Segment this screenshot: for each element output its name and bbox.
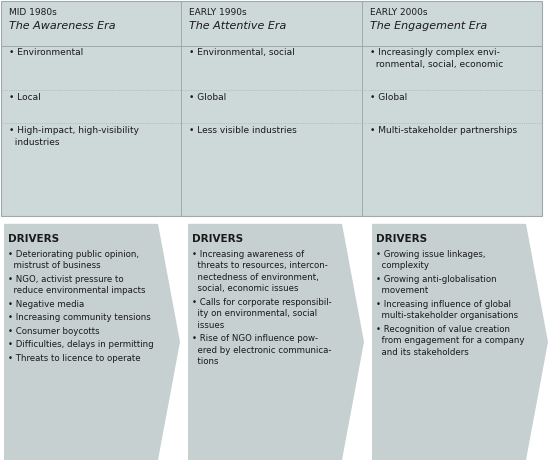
Polygon shape — [372, 224, 548, 460]
Text: • Increasing community tensions: • Increasing community tensions — [8, 313, 151, 322]
Text: • Calls for corporate responsibil-
  ity on environmental, social
  issues: • Calls for corporate responsibil- ity o… — [192, 298, 332, 330]
Text: • Recognition of value creation
  from engagement for a company
  and its stakeh: • Recognition of value creation from eng… — [376, 325, 524, 357]
Text: • Environmental: • Environmental — [9, 48, 83, 57]
Text: DRIVERS: DRIVERS — [376, 234, 427, 244]
Text: EARLY 1990s: EARLY 1990s — [189, 8, 247, 17]
Text: The Awareness Era: The Awareness Era — [9, 21, 115, 31]
Text: • Local: • Local — [9, 93, 41, 102]
Text: • Growing anti-globalisation
  movement: • Growing anti-globalisation movement — [376, 275, 497, 295]
Bar — [1, 1, 542, 216]
Text: • High-impact, high-visibility
  industries: • High-impact, high-visibility industrie… — [9, 126, 139, 147]
Text: DRIVERS: DRIVERS — [192, 234, 243, 244]
Text: • Increasing influence of global
  multi-stakeholder organisations: • Increasing influence of global multi-s… — [376, 300, 518, 320]
Text: • Multi-stakeholder partnerships: • Multi-stakeholder partnerships — [370, 126, 517, 135]
Text: • Global: • Global — [189, 93, 226, 102]
Text: • Difficulties, delays in permitting: • Difficulties, delays in permitting — [8, 340, 153, 349]
Polygon shape — [4, 224, 180, 460]
Text: • Deteriorating public opinion,
  mistrust of business: • Deteriorating public opinion, mistrust… — [8, 250, 139, 270]
Text: • Consumer boycotts: • Consumer boycotts — [8, 327, 99, 336]
Text: • Rise of NGO influence pow-
  ered by electronic communica-
  tions: • Rise of NGO influence pow- ered by ele… — [192, 334, 332, 366]
Text: • Negative media: • Negative media — [8, 300, 84, 309]
Text: • Global: • Global — [370, 93, 407, 102]
Text: • NGO, activist pressure to
  reduce environmental impacts: • NGO, activist pressure to reduce envir… — [8, 275, 146, 295]
Polygon shape — [188, 224, 364, 460]
Text: • Threats to licence to operate: • Threats to licence to operate — [8, 354, 141, 363]
Text: The Engagement Era: The Engagement Era — [370, 21, 487, 31]
Text: • Increasingly complex envi-
  ronmental, social, economic: • Increasingly complex envi- ronmental, … — [370, 48, 503, 69]
Text: • Increasing awareness of
  threats to resources, intercon-
  nectedness of envi: • Increasing awareness of threats to res… — [192, 250, 328, 293]
Text: MID 1980s: MID 1980s — [9, 8, 57, 17]
Text: DRIVERS: DRIVERS — [8, 234, 59, 244]
Text: • Less visible industries: • Less visible industries — [189, 126, 297, 135]
Text: • Growing issue linkages,
  complexity: • Growing issue linkages, complexity — [376, 250, 486, 270]
Text: The Attentive Era: The Attentive Era — [189, 21, 286, 31]
Text: • Environmental, social: • Environmental, social — [189, 48, 295, 57]
Text: EARLY 2000s: EARLY 2000s — [370, 8, 427, 17]
